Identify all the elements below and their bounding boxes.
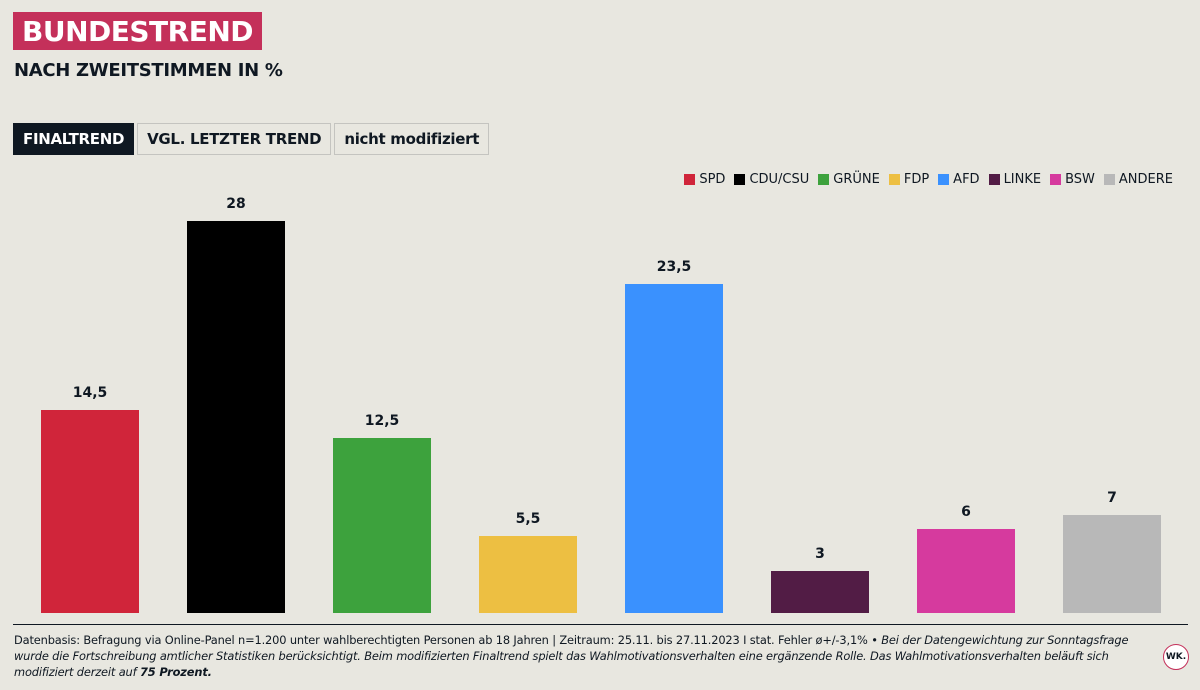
legend-label: LINKE bbox=[1003, 172, 1042, 187]
chart-legend: SPD CDU/CSU GRÜNE FDP AFD LINKE BSW ANDE… bbox=[684, 172, 1173, 187]
bar-bsw[interactable] bbox=[917, 529, 1015, 613]
bar-group-cdu-csu: 28 bbox=[187, 196, 285, 613]
bar-linke[interactable] bbox=[771, 571, 869, 613]
legend-label: AFD bbox=[953, 172, 980, 187]
legend-swatch bbox=[1103, 174, 1115, 185]
bar-group-gruene: 12,5 bbox=[333, 413, 431, 613]
footnote: Datenbasis: Befragung via Online-Panel n… bbox=[14, 632, 1159, 680]
legend-item-spd: SPD bbox=[684, 172, 725, 187]
bar-chart: 14,5 28 12,5 5,5 23,5 3 6 7 bbox=[0, 190, 1200, 613]
legend-item-fdp: FDP bbox=[888, 172, 930, 187]
legend-label: BSW bbox=[1065, 172, 1095, 187]
bar-gruene[interactable] bbox=[333, 438, 431, 613]
legend-item-gruene: GRÜNE bbox=[818, 172, 880, 187]
bar-group-linke: 3 bbox=[771, 546, 869, 613]
legend-swatch bbox=[684, 174, 696, 185]
bar-value-label: 3 bbox=[815, 546, 825, 562]
footnote-data-basis: Datenbasis: Befragung via Online-Panel n… bbox=[14, 633, 882, 647]
footnote-percentage: 75 Prozent. bbox=[139, 665, 212, 679]
legend-item-bsw: BSW bbox=[1050, 172, 1095, 187]
bar-cdu-csu[interactable] bbox=[187, 221, 285, 613]
bar-spd[interactable] bbox=[41, 410, 139, 613]
tab-nicht-modifiziert[interactable]: nicht modifiziert bbox=[334, 123, 490, 155]
bar-group-fdp: 5,5 bbox=[479, 511, 577, 613]
legend-swatch bbox=[1050, 174, 1062, 185]
legend-label: FDP bbox=[903, 172, 930, 187]
wk-logo: WK. bbox=[1163, 644, 1189, 670]
footer-divider bbox=[13, 624, 1188, 625]
legend-label: GRÜNE bbox=[833, 172, 880, 187]
legend-label: CDU/CSU bbox=[749, 172, 810, 187]
bar-group-spd: 14,5 bbox=[41, 385, 139, 613]
bar-group-andere: 7 bbox=[1063, 490, 1161, 613]
bar-value-label: 5,5 bbox=[515, 511, 541, 527]
legend-item-afd: AFD bbox=[938, 172, 980, 187]
bar-value-label: 7 bbox=[1107, 490, 1117, 506]
bar-group-bsw: 6 bbox=[917, 504, 1015, 613]
bar-value-label: 12,5 bbox=[364, 413, 400, 429]
footnote-weighting-note: Bei der Datengewichtung zur Sonntagsfrag… bbox=[14, 633, 1129, 679]
legend-swatch bbox=[938, 174, 950, 185]
title-badge: BUNDESTREND bbox=[13, 12, 263, 50]
bar-value-label: 6 bbox=[961, 504, 971, 520]
legend-label: ANDERE bbox=[1118, 172, 1173, 187]
bar-value-label: 14,5 bbox=[72, 385, 108, 401]
bar-fdp[interactable] bbox=[479, 536, 577, 613]
legend-swatch bbox=[888, 174, 900, 185]
legend-item-andere: ANDERE bbox=[1103, 172, 1173, 187]
legend-item-cdu-csu: CDU/CSU bbox=[734, 172, 809, 187]
legend-item-linke: LINKE bbox=[988, 172, 1042, 187]
bar-value-label: 23,5 bbox=[656, 259, 692, 275]
bar-afd[interactable] bbox=[625, 284, 723, 613]
page-title: BUNDESTREND bbox=[22, 14, 254, 48]
page-subtitle: NACH ZWEITSTIMMEN IN % bbox=[14, 60, 283, 81]
tab-finaltrend[interactable]: FINALTREND bbox=[13, 123, 135, 155]
legend-swatch bbox=[818, 174, 830, 185]
bar-andere[interactable] bbox=[1063, 515, 1161, 613]
legend-label: SPD bbox=[699, 172, 726, 187]
tab-bar: FINALTREND VGL. LETZTER TREND nicht modi… bbox=[13, 123, 490, 155]
legend-swatch bbox=[988, 174, 1000, 185]
legend-swatch bbox=[734, 174, 746, 185]
tab-vgl-letzter-trend[interactable]: VGL. LETZTER TREND bbox=[137, 123, 332, 155]
bar-value-label: 28 bbox=[226, 196, 246, 212]
bar-group-afd: 23,5 bbox=[625, 259, 723, 613]
